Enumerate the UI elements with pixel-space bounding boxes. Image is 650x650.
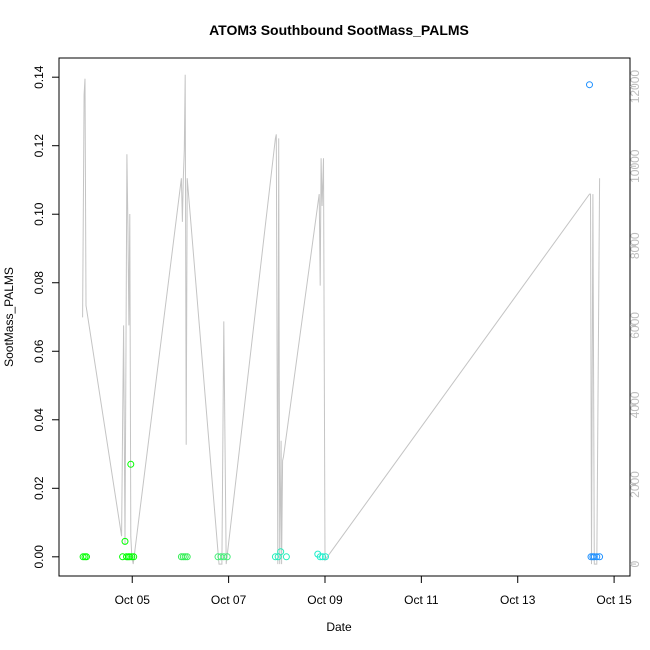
data-point [596, 553, 604, 561]
data-point [179, 553, 187, 561]
y-tick-label: 0.10 [32, 202, 46, 226]
data-point [130, 553, 138, 561]
x-tick-label: Oct 09 [307, 593, 343, 607]
data-point [316, 553, 324, 561]
data-point [277, 548, 285, 556]
x-tick-label: Oct 11 [404, 593, 439, 607]
plot-frame [58, 57, 631, 577]
data-point [220, 553, 228, 561]
data-point [123, 553, 130, 561]
y2-tick-label: 4000 [628, 391, 642, 418]
data-point [593, 553, 601, 561]
y-tick-label: 0.00 [32, 545, 46, 569]
y-tick-label: 0.12 [32, 134, 46, 158]
x-tick-label: Oct 15 [596, 593, 632, 607]
x-axis: Oct 05 Oct 07 Oct 09 Oct 11 Oct 13 Oct 15 [115, 575, 632, 607]
x-axis-label: Date [326, 620, 352, 634]
data-point [590, 553, 598, 561]
data-point [121, 537, 129, 545]
data-point [319, 553, 327, 561]
y-tick-label: 0.14 [32, 65, 46, 89]
data-point [83, 553, 90, 561]
data-point [282, 553, 290, 561]
data-point [181, 553, 189, 561]
y-axis-left: 0.00 0.02 0.04 0.06 0.08 0.10 0.12 0.14 [32, 65, 59, 568]
altitude-layer [82, 74, 601, 565]
data-point [79, 553, 87, 561]
altitude-line [82, 74, 601, 565]
data-points-layer [79, 81, 604, 561]
data-point [127, 460, 135, 468]
y-tick-label: 0.08 [32, 271, 46, 295]
data-point [128, 553, 136, 561]
y2-tick-label: 2000 [628, 471, 642, 498]
y-axis-label: SootMass_PALMS [2, 267, 16, 367]
x-tick-label: Oct 05 [115, 593, 151, 607]
data-point [126, 553, 134, 561]
y-tick-label: 0.02 [32, 476, 46, 500]
y2-tick-label: 0 [628, 560, 642, 567]
y-tick-label: 0.06 [32, 339, 46, 363]
x-tick-label: Oct 13 [500, 593, 536, 607]
data-point [223, 553, 231, 561]
y2-tick-label: 12000 [628, 70, 642, 104]
y2-tick-label: 10000 [628, 149, 642, 183]
chart-title: ATOM3 Southbound SootMass_PALMS [209, 22, 469, 38]
y-tick-label: 0.04 [32, 408, 46, 432]
y2-tick-label: 6000 [628, 312, 642, 339]
y-axis-right: 0 2000 4000 6000 8000 10000 12000 [628, 70, 642, 568]
data-point [271, 553, 279, 561]
y2-tick-label: 8000 [628, 232, 642, 259]
data-point [322, 553, 329, 561]
data-point [183, 553, 191, 561]
data-point [586, 81, 593, 89]
x-tick-label: Oct 07 [211, 593, 247, 607]
